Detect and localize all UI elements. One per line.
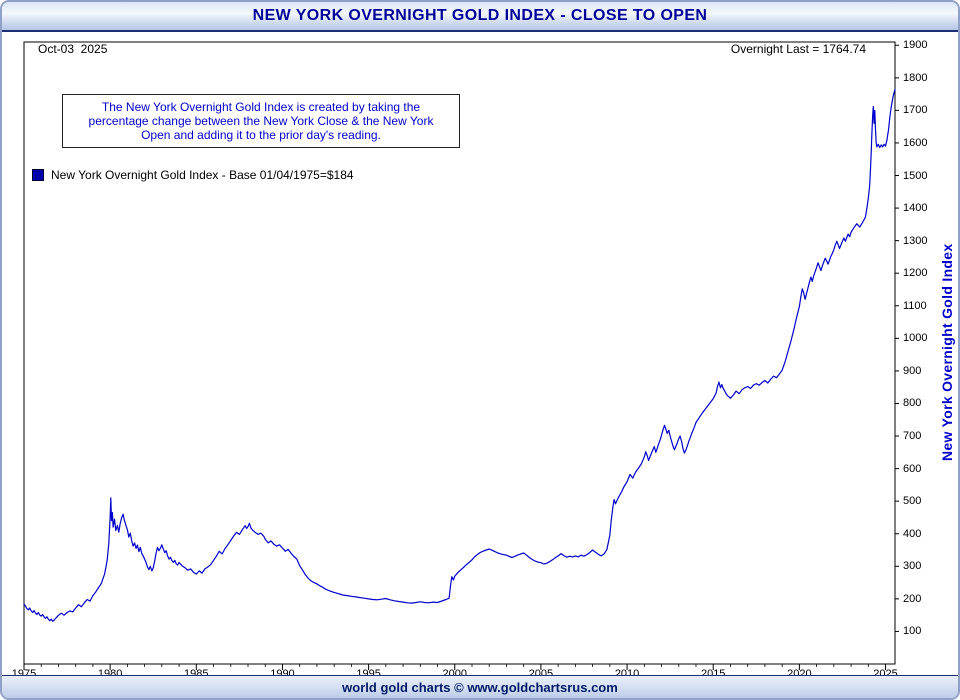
y-tick-label: 700	[903, 430, 922, 443]
y-tick-label: 200	[903, 592, 922, 605]
y-tick-label: 900	[903, 364, 922, 377]
gold-index-line	[23, 88, 896, 622]
y-tick-label: 400	[903, 527, 922, 540]
y-tick-label: 600	[903, 462, 922, 475]
chart-area: Oct-03 2025 Overnight Last = 1764.74 The…	[2, 32, 958, 680]
y-tick-label: 300	[903, 560, 922, 573]
date-label: Oct-03 2025	[38, 42, 108, 56]
legend-swatch-icon	[32, 169, 44, 181]
y-tick-label: 1400	[903, 202, 928, 215]
y-tick-label: 1200	[903, 267, 928, 280]
y-tick-label: 1100	[903, 299, 927, 312]
annotation-line-3: Open and adding it to the prior day's re…	[141, 128, 381, 142]
y-tick-label: 1800	[903, 71, 928, 84]
chart-title-bar: NEW YORK OVERNIGHT GOLD INDEX - CLOSE TO…	[2, 2, 958, 32]
y-tick-label: 1700	[903, 104, 928, 117]
legend: New York Overnight Gold Index - Base 01/…	[32, 168, 354, 182]
y-tick-label: 800	[903, 397, 922, 410]
footer-credit: world gold charts © www.goldchartsrus.co…	[342, 679, 618, 695]
y-tick-label: 500	[903, 495, 922, 508]
y-tick-label: 100	[903, 625, 922, 638]
overnight-last-value: Overnight Last = 1764.74	[730, 42, 866, 56]
y-tick-label: 1500	[903, 169, 928, 182]
chart-title: NEW YORK OVERNIGHT GOLD INDEX - CLOSE TO…	[252, 7, 708, 24]
y-tick-label: 1900	[903, 39, 928, 52]
y-tick-label: 1600	[903, 136, 928, 149]
annotation-line-1: The New York Overnight Gold Index is cre…	[101, 100, 421, 114]
legend-label: New York Overnight Gold Index - Base 01/…	[51, 168, 354, 182]
y-tick-label: 1000	[903, 332, 928, 345]
footer-bar: world gold charts © www.goldchartsrus.co…	[2, 675, 958, 698]
annotation-box: The New York Overnight Gold Index is cre…	[62, 94, 460, 148]
y-axis-title: New York Overnight Gold Index	[939, 243, 955, 461]
annotation-line-2: percentage change between the New York C…	[88, 114, 434, 128]
y-tick-label: 1300	[903, 234, 928, 247]
